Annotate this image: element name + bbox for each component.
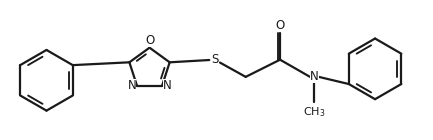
Text: CH$_3$: CH$_3$ — [303, 106, 326, 119]
Text: S: S — [211, 53, 219, 66]
Text: N: N — [127, 80, 136, 93]
Text: N: N — [163, 80, 171, 93]
Text: N: N — [310, 70, 319, 83]
Text: O: O — [275, 19, 284, 32]
Text: O: O — [145, 34, 154, 47]
